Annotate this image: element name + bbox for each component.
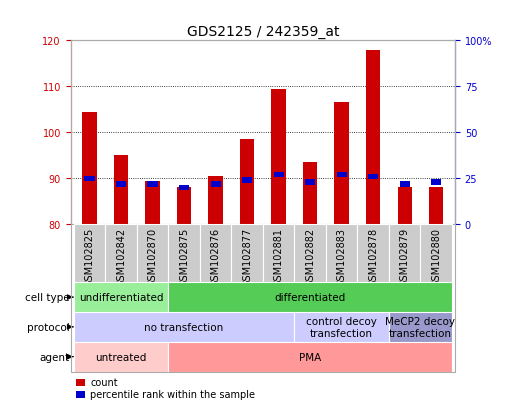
Text: GSM102881: GSM102881 [274,228,283,287]
Bar [303,163,317,225]
Bar [335,103,349,225]
Text: GSM102842: GSM102842 [116,228,126,287]
Bar [326,225,357,282]
Text: count: count [90,377,118,387]
Text: GSM102825: GSM102825 [85,228,95,287]
Bar [137,225,168,282]
Bar [357,225,389,282]
Bar [74,282,168,312]
Bar [294,312,389,342]
Title: GDS2125 / 242359_at: GDS2125 / 242359_at [187,25,339,39]
Text: undifferentiated: undifferentiated [79,292,163,302]
Text: no transfection: no transfection [144,322,224,332]
Bar [168,225,200,282]
Text: control decoy
transfection: control decoy transfection [306,316,377,338]
Text: agent: agent [40,352,70,362]
Bar [366,50,380,225]
Bar [294,225,326,282]
Text: PMA: PMA [299,352,321,362]
Text: GSM102878: GSM102878 [368,228,378,287]
Bar [147,182,157,187]
Text: GSM102876: GSM102876 [211,228,221,287]
Text: protocol: protocol [27,322,70,332]
Bar [263,225,294,282]
Bar [74,342,168,372]
Bar [210,182,221,187]
Text: GSM102882: GSM102882 [305,228,315,287]
Bar [168,282,452,312]
Bar [274,172,283,178]
Text: percentile rank within the sample: percentile rank within the sample [90,389,255,399]
Bar [397,188,412,225]
Bar [116,182,126,187]
Bar [431,180,441,185]
Bar [336,172,347,178]
Text: GSM102875: GSM102875 [179,228,189,287]
Bar [177,188,191,225]
Text: GSM102870: GSM102870 [147,228,157,287]
Text: MeCP2 decoy
transfection: MeCP2 decoy transfection [385,316,456,338]
Bar [74,312,294,342]
Bar [105,225,137,282]
Text: differentiated: differentiated [275,292,346,302]
Bar [200,225,231,282]
Bar [389,312,452,342]
Bar [368,174,378,180]
Bar [242,178,252,183]
Bar [85,176,95,182]
Bar [231,225,263,282]
Bar [74,225,105,282]
Text: GSM102880: GSM102880 [431,228,441,287]
Bar [429,188,443,225]
Bar [145,181,160,225]
Bar [240,140,254,225]
Text: untreated: untreated [95,352,147,362]
Bar [179,185,189,191]
Bar [305,180,315,185]
Text: GSM102879: GSM102879 [400,228,410,287]
Bar [271,90,286,225]
Bar [209,176,223,225]
Bar [83,112,97,225]
Bar [168,342,452,372]
Bar [114,156,128,225]
Text: GSM102883: GSM102883 [337,228,347,287]
Bar [420,225,452,282]
Bar [389,225,420,282]
Text: cell type: cell type [25,292,70,302]
Bar [400,182,410,187]
Text: GSM102877: GSM102877 [242,228,252,287]
